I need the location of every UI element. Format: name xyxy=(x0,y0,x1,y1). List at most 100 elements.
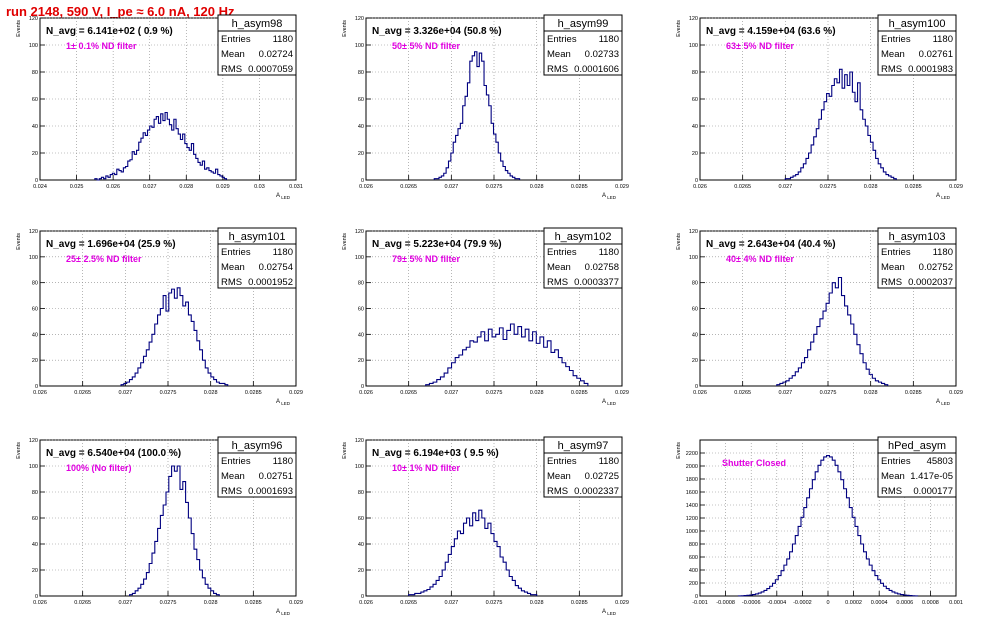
y-tick-label: 120 xyxy=(355,438,364,444)
stats-value-mean: 0.02733 xyxy=(585,49,619,60)
histogram-line xyxy=(94,111,228,181)
x-tick-label: 0.029 xyxy=(949,390,963,396)
y-tick-label: 120 xyxy=(29,16,38,22)
x-tick-label: 0.026 xyxy=(693,184,707,190)
y-tick-label: 20 xyxy=(358,358,364,364)
histogram-panel-h_asym103: 0.026 0.0265 0.027 0.0275 0.028 0.0285 0.029 0 2… xyxy=(676,227,963,406)
x-tick-label: 0.028 xyxy=(864,184,878,190)
y-tick-label: 40 xyxy=(358,542,364,548)
x-tick-label: 0.026 xyxy=(693,390,707,396)
run-title: run 2148, 590 V, I_pe ≈ 6.0 nA, 120 Hz xyxy=(6,4,235,19)
x-tick-label: 0.0265 xyxy=(74,600,91,606)
x-tick-label: 0.0285 xyxy=(571,184,588,190)
y-tick-label: 20 xyxy=(692,151,698,157)
x-tick-label: 0.031 xyxy=(289,184,303,190)
x-tick-label: 0.0285 xyxy=(245,390,262,396)
y-axis-title: Events xyxy=(16,442,22,459)
y-tick-label: 40 xyxy=(358,124,364,130)
y-tick-label: 80 xyxy=(692,281,698,287)
x-tick-label: 0.025 xyxy=(70,184,84,190)
y-tick-label: 0 xyxy=(361,178,364,184)
x-tick-label: 0.0275 xyxy=(820,390,837,396)
y-tick-label: 0 xyxy=(361,594,364,600)
y-tick-label: 600 xyxy=(689,555,698,561)
stats-value-mean: 0.02758 xyxy=(585,262,619,273)
x-tick-label: -0.0006 xyxy=(742,600,761,606)
x-tick-label: 0.0265 xyxy=(400,600,417,606)
y-tick-label: 40 xyxy=(32,332,38,338)
x-axis-title: A LED xyxy=(602,193,617,200)
y-tick-label: 20 xyxy=(32,151,38,157)
x-tick-label: 0.0285 xyxy=(571,600,588,606)
y-tick-label: 1400 xyxy=(686,503,698,509)
x-tick-label: 0.0285 xyxy=(245,600,262,606)
y-axis-title: Events xyxy=(16,233,22,250)
stats-label-rms: RMS xyxy=(881,64,902,75)
stats-label-entries: Entries xyxy=(221,34,251,45)
x-tick-label: 0.0004 xyxy=(871,600,888,606)
stats-value-mean: 0.02761 xyxy=(919,49,953,60)
stats-value-mean: 0.02754 xyxy=(259,262,293,273)
stats-box xyxy=(543,452,623,498)
y-tick-label: 60 xyxy=(692,307,698,313)
stats-label-rms: RMS xyxy=(221,486,242,497)
stats-label-rms: RMS xyxy=(881,277,902,288)
x-axis-title: A LED xyxy=(276,399,291,406)
histogram-line xyxy=(433,51,521,180)
y-tick-label: 100 xyxy=(689,43,698,49)
x-tick-label: 0.0285 xyxy=(571,390,588,396)
y-tick-label: 80 xyxy=(358,70,364,76)
stats-label-mean: Mean xyxy=(221,471,245,482)
stats-label-entries: Entries xyxy=(881,247,911,258)
x-tick-label: 0.03 xyxy=(254,184,265,190)
histogram-line xyxy=(129,465,220,596)
histogram-line xyxy=(425,323,589,386)
y-tick-label: 120 xyxy=(689,229,698,235)
x-tick-label: 0.027 xyxy=(143,184,157,190)
y-tick-label: 100 xyxy=(29,43,38,49)
x-tick-label: 0.0275 xyxy=(486,600,503,606)
x-tick-label: 0 xyxy=(826,600,829,606)
y-tick-label: 1000 xyxy=(686,529,698,535)
stats-value-entries: 45803 xyxy=(927,456,953,467)
y-tick-label: 0 xyxy=(35,594,38,600)
y-tick-label: 1800 xyxy=(686,477,698,483)
x-tick-label: 0.0285 xyxy=(905,184,922,190)
histogram-line xyxy=(776,276,889,386)
x-tick-label: 0.028 xyxy=(179,184,193,190)
x-tick-label: 0.026 xyxy=(33,600,47,606)
x-tick-label: 0.027 xyxy=(778,390,792,396)
y-tick-label: 2000 xyxy=(686,464,698,470)
x-tick-label: 0.027 xyxy=(118,390,132,396)
stats-label-entries: Entries xyxy=(221,247,251,258)
y-tick-label: 200 xyxy=(689,581,698,587)
stats-value-rms: 0.0007059 xyxy=(248,64,293,75)
histogram-panel-h_asym99: 0.026 0.0265 0.027 0.0275 0.028 0.0285 0.029 0 2… xyxy=(342,14,629,200)
stats-value-entries: 1180 xyxy=(273,247,293,258)
filter-label: 1± 0.1% ND filter xyxy=(66,41,137,51)
y-tick-label: 0 xyxy=(35,384,38,390)
x-tick-label: 0.0275 xyxy=(486,184,503,190)
x-tick-label: 0.028 xyxy=(530,184,544,190)
filter-label: 40± 4% ND filter xyxy=(726,254,794,264)
x-tick-label: 0.029 xyxy=(615,184,629,190)
x-tick-label: -0.0008 xyxy=(716,600,735,606)
x-tick-label: 0.027 xyxy=(444,600,458,606)
y-tick-label: 100 xyxy=(355,464,364,470)
navg-label: N_avg = 4.159e+04 (63.6 %) xyxy=(706,26,836,37)
x-tick-label: 0.0275 xyxy=(160,390,177,396)
x-tick-label: 0.027 xyxy=(778,184,792,190)
stats-label-rms: RMS xyxy=(881,486,902,497)
histogram-line xyxy=(408,509,538,596)
stats-value-entries: 1180 xyxy=(599,456,619,467)
y-tick-label: 20 xyxy=(32,568,38,574)
stats-label-entries: Entries xyxy=(547,456,577,467)
y-tick-label: 60 xyxy=(692,97,698,103)
stats-label-rms: RMS xyxy=(547,277,568,288)
histogram-name: hPed_asym xyxy=(888,440,946,452)
stats-label-entries: Entries xyxy=(221,456,251,467)
y-axis-title: Events xyxy=(342,442,348,459)
stats-value-rms: 0.000177 xyxy=(913,486,953,497)
